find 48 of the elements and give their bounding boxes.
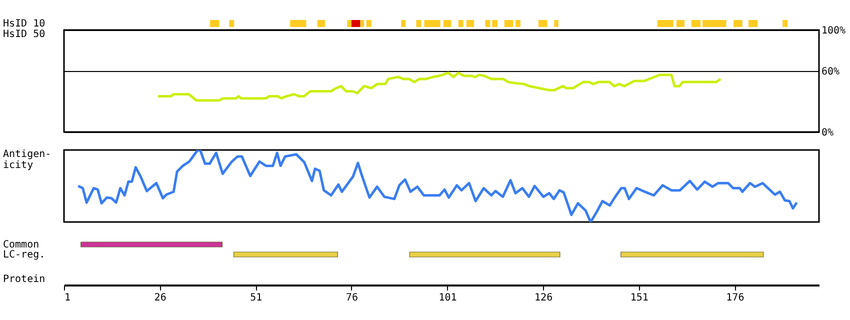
- bar: [351, 20, 360, 27]
- bar: [466, 20, 474, 27]
- y-tick-label: 100%: [822, 26, 846, 36]
- y-axis-title: Antigen- icity: [3, 149, 52, 171]
- bar: [748, 20, 758, 27]
- x-tick-label: 51: [250, 292, 262, 304]
- bar: [734, 20, 742, 27]
- y-axis-title: HsID 50: [3, 29, 46, 40]
- bar: [515, 20, 520, 27]
- bar: [458, 20, 464, 27]
- x-tick-label: 176: [726, 292, 744, 304]
- x-tick-label: 1: [64, 292, 71, 304]
- bar: [360, 20, 364, 27]
- bar: [416, 20, 422, 27]
- x-tick-label: 76: [346, 292, 358, 304]
- y-tick-label: 60%: [822, 66, 840, 78]
- bar: [366, 20, 372, 27]
- x-tick-label: 126: [534, 292, 553, 304]
- x-tick-label: 101: [438, 292, 457, 304]
- bar: [347, 20, 352, 27]
- bar: [492, 20, 498, 27]
- bar: [554, 20, 558, 27]
- bar: [80, 242, 223, 248]
- bar: [691, 20, 701, 27]
- bar: [676, 20, 684, 27]
- bar: [443, 20, 452, 27]
- category-label: HsID 10: [3, 18, 46, 30]
- bar: [657, 20, 674, 27]
- x-tick-label: 26: [154, 292, 166, 304]
- bar: [702, 20, 726, 27]
- bar: [504, 20, 514, 27]
- x-tick-label: 151: [630, 292, 648, 304]
- bar: [409, 252, 560, 258]
- y-tick-label: 0%: [822, 128, 834, 138]
- x-axis-title: Protein: [3, 274, 46, 285]
- bar: [229, 20, 234, 27]
- bar: [620, 252, 764, 258]
- line-series: [156, 72, 722, 102]
- bar: [782, 20, 788, 27]
- bar: [290, 20, 306, 27]
- bar: [538, 20, 548, 27]
- bar: [210, 20, 220, 27]
- bar: [401, 20, 406, 27]
- bar: [485, 20, 490, 27]
- category-label: Common: [3, 240, 40, 250]
- category-label: LC-reg.: [3, 250, 46, 260]
- bar: [424, 20, 440, 27]
- bar: [317, 20, 325, 27]
